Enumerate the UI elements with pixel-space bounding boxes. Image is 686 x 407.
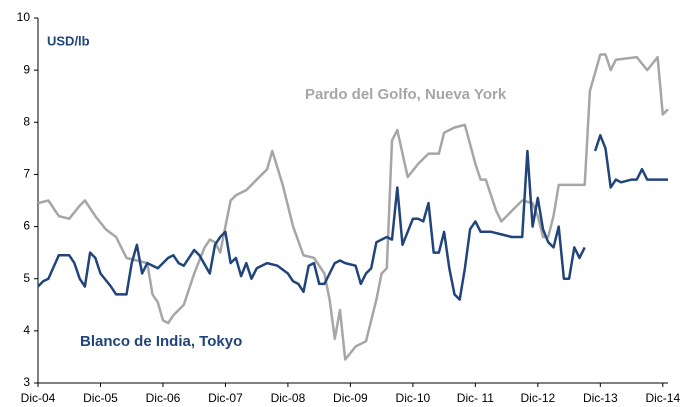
y-tick-label: 9 <box>23 62 30 76</box>
y-tick-label: 8 <box>23 114 30 128</box>
y-tick-label: 5 <box>23 271 30 285</box>
x-tick-label: Dic-14 <box>645 391 680 405</box>
series-line <box>37 134 668 301</box>
y-tick-label: 7 <box>23 167 30 181</box>
x-tick-label: Dic-08 <box>271 391 306 405</box>
y-tick-label: 6 <box>23 219 30 233</box>
y-tick-label: 4 <box>23 323 30 337</box>
y-tick-label: 3 <box>23 375 30 389</box>
x-tick-label: Dic-07 <box>208 391 243 405</box>
series-line <box>37 53 669 361</box>
y-axis-label: USD/lb <box>47 33 90 48</box>
series-label: Pardo del Golfo, Nueva York <box>305 86 507 103</box>
x-tick-label: Dic-04 <box>21 391 56 405</box>
x-tick-label: Dic-10 <box>396 391 431 405</box>
x-tick-label: Dic-13 <box>583 391 618 405</box>
x-tick-label: Dic-12 <box>520 391 555 405</box>
x-tick-label: Dic- 11 <box>457 391 494 405</box>
x-tick-label: Dic-05 <box>83 391 118 405</box>
x-tick-label: Dic-06 <box>146 391 181 405</box>
x-tick-label: Dic-09 <box>333 391 368 405</box>
series-label: Blanco de India, Tokyo <box>80 333 242 350</box>
y-tick-label: 10 <box>17 10 31 24</box>
